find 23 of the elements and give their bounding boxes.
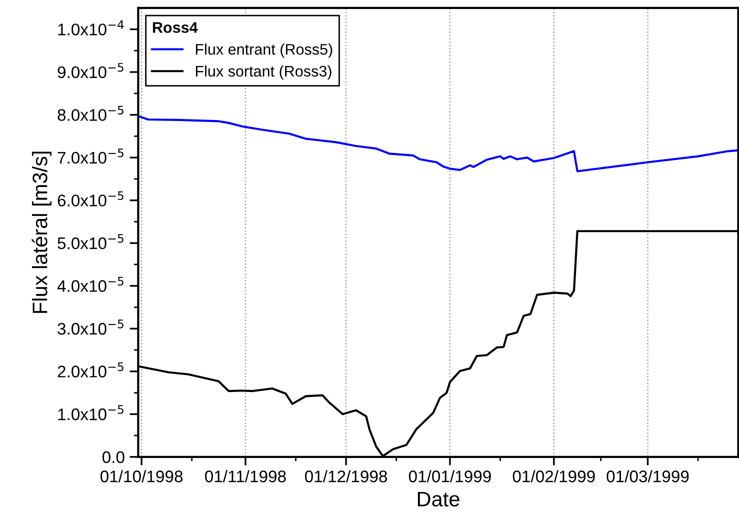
y-tick-label: 2.0x10$^{−5}$ — [58, 362, 124, 378]
x-tick-label: 01/12/1998 — [304, 470, 388, 482]
x-tick-label: 01/01/1999 — [408, 470, 491, 482]
legend-label: Flux entrant (Ross5) — [196, 44, 332, 58]
legend-label: Flux sortant (Ross3) — [196, 65, 332, 80]
y-tick-label: 9.0x10$^{−5}$ — [58, 63, 124, 78]
x-axis-title: Date — [418, 492, 460, 506]
y-tick-label: 4.0x10$^{−5}$ — [57, 276, 124, 292]
y-tick-label: 0.0 — [102, 451, 124, 464]
y-tick-label: 6.0x10$^{−5}$ — [58, 191, 124, 206]
x-tick-label: 01/10/1998 — [100, 470, 183, 482]
y-tick-label: 1.0x10$^{−5}$ — [58, 405, 124, 420]
x-tick-label: 01/02/1999 — [512, 470, 595, 482]
x-tick-label: 01/03/1999 — [606, 470, 689, 482]
line-series — [138, 115, 738, 172]
legend-title: Ross4 — [152, 22, 198, 33]
y-tick-label: 5.0x10$^{−5}$ — [58, 234, 124, 250]
x-tick-label: 01/11/1998 — [205, 470, 286, 482]
y-axis-title: Flux latéral [m3/s] — [32, 152, 52, 313]
y-tick-label: 7.0x10$^{−5}$ — [58, 148, 124, 164]
y-tick-label: 1.0x10$^{−4}$ — [58, 20, 124, 36]
y-tick-label: 3.0x10$^{−5}$ — [58, 320, 124, 335]
y-tick-label: 8.0x10$^{−5}$ — [58, 106, 124, 121]
